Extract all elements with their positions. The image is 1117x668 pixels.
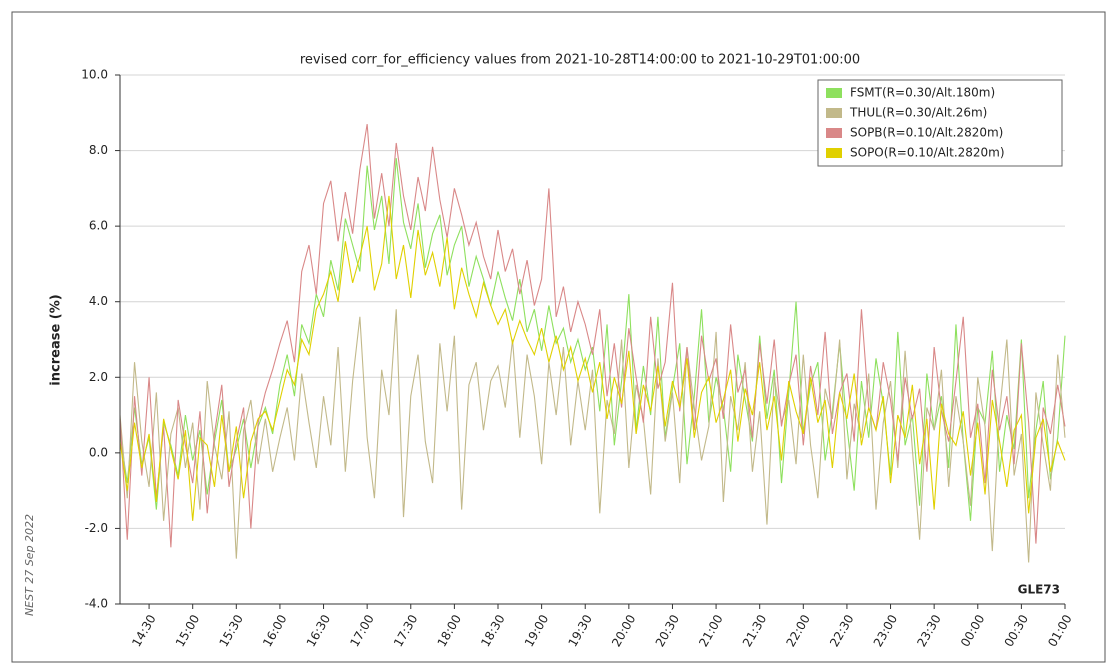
x-tick-label: 15:30 (217, 612, 246, 649)
y-axis-label: increase (%) (49, 294, 64, 385)
y-tick-label: 10.0 (81, 68, 108, 82)
legend-label: SOPB(R=0.10/Alt.2820m) (850, 126, 1003, 140)
x-tick-label: 21:30 (740, 612, 769, 649)
legend-swatch (826, 128, 842, 138)
x-tick-label: 22:30 (827, 612, 856, 649)
x-tick-label: 17:00 (347, 612, 376, 649)
frame (11, 11, 1106, 663)
series-line (119, 309, 1066, 563)
x-tick-label: 17:30 (391, 612, 420, 649)
legend-label: THUL(R=0.30/Alt.26m) (849, 106, 987, 120)
x-tick-label: 16:30 (304, 612, 333, 649)
x-tick-label: 23:30 (914, 612, 943, 649)
legend-box (817, 79, 1063, 167)
x-tick-label: 01:00 (1045, 612, 1074, 649)
y-tick-label: 6.0 (89, 219, 108, 233)
legend-swatch (826, 88, 842, 98)
x-tick-label: 14:30 (129, 612, 158, 649)
legend-swatch (826, 148, 842, 158)
annotation: GLE73 (1018, 583, 1060, 597)
x-tick-label: 00:00 (958, 612, 987, 649)
series-line (119, 195, 1066, 521)
y-tick-label: 2.0 (89, 370, 108, 384)
x-tick-label: 16:00 (260, 612, 289, 649)
series-line (119, 124, 1066, 548)
x-tick-label: 18:30 (478, 612, 507, 649)
x-tick-label: 22:00 (784, 612, 813, 649)
legend-label: FSMT(R=0.30/Alt.180m) (850, 86, 995, 100)
x-tick-label: 15:00 (173, 612, 202, 649)
y-tick-label: 0.0 (89, 445, 108, 459)
annotation: NEST 27 Sep 2022 (23, 514, 36, 616)
x-tick-label: 00:30 (1002, 612, 1031, 649)
y-tick-label: -2.0 (85, 521, 108, 535)
x-tick-label: 23:00 (871, 612, 900, 649)
chart-title: revised corr_for_efficiency values from … (300, 53, 860, 68)
x-tick-label: 20:30 (653, 612, 682, 649)
x-tick-label: 21:00 (696, 612, 725, 649)
y-tick-label: 8.0 (89, 143, 108, 157)
x-tick-label: 20:00 (609, 612, 638, 649)
y-tick-label: -4.0 (85, 597, 108, 611)
legend-label: SOPO(R=0.10/Alt.2820m) (850, 146, 1005, 160)
y-tick-label: 4.0 (89, 294, 108, 308)
x-tick-label: 19:00 (522, 612, 551, 649)
legend-swatch (826, 108, 842, 118)
x-tick-label: 18:00 (435, 612, 464, 649)
x-tick-label: 19:30 (565, 612, 594, 649)
series-line (119, 158, 1066, 521)
